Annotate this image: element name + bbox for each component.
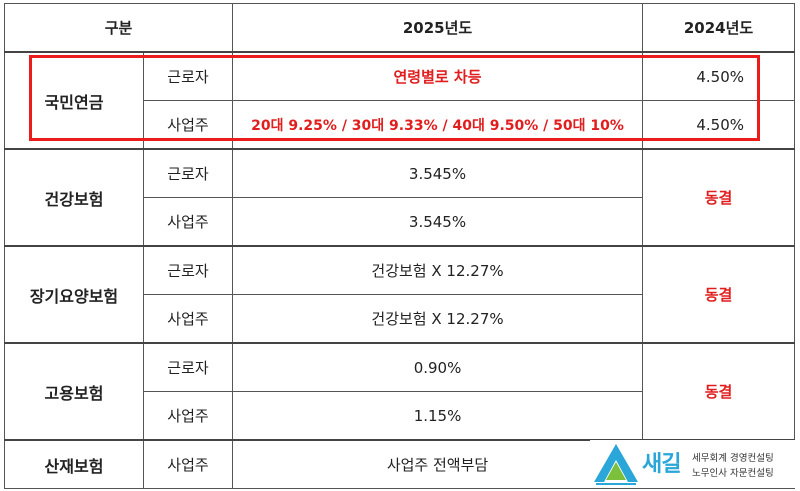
rate-2025-cell: 20대 9.25% / 30대 9.33% / 40대 9.50% / 50대 … [232,100,644,150]
role-label: 근로자 [142,342,234,392]
rate-2024-cell: 4.50% [642,51,796,101]
role-label: 근로자 [142,51,234,101]
table-row: 장기요양보험 근로자 건강보험 X 12.27% 동결 [4,245,796,344]
rate-2025-cell: 3.545% [232,148,644,198]
role-label: 사업주 [142,294,234,344]
rate-2025-cell: 사업주 전액부담 [232,439,644,489]
group-long-term-care: 장기요양보험 [4,245,144,344]
header-category: 구분 [3,3,234,53]
table-row: 사업주 20대 9.25% / 30대 9.33% / 40대 9.50% / … [5,100,796,150]
rate-2025-cell: 0.90% [232,342,644,392]
table-row: 건강보험 근로자 3.545% 동결 [4,148,796,247]
insurance-rate-table: 구분 2025년도 2024년도 국민연금 근로자 연령별로 차등 4.50% … [3,3,796,489]
header-2025: 2025년도 [232,3,644,53]
table-row: 고용보험 근로자 0.90% 동결 [4,342,796,441]
role-label: 사업주 [142,197,234,247]
status-frozen: 동결 [642,148,796,247]
rate-2025-cell: 연령별로 차등 [232,51,644,101]
rate-2025-cell: 건강보험 X 12.27% [232,294,644,344]
rate-2025-cell: 3.545% [232,197,644,247]
rate-2025-cell: 1.15% [232,391,644,441]
role-label: 사업주 [142,100,234,150]
rate-2024-cell: 4.50% [642,100,796,150]
logo-tagline-2: 노무인사 자문컨설팅 [692,468,774,479]
header-2024: 2024년도 [642,3,796,53]
rate-2025-cell: 건강보험 X 12.27% [232,245,644,295]
group-national-pension: 국민연금 [4,51,144,150]
table-row: 국민연금 근로자 연령별로 차등 4.50% [4,51,796,150]
company-logo: 새길 세무회계 경영컨설팅 노무인사 자문컨설팅 [590,440,795,488]
table-header-row: 구분 2025년도 2024년도 [3,3,796,53]
logo-mark-icon [594,444,638,485]
role-label: 근로자 [142,245,234,295]
table-row: 사업주 3.545% [5,197,795,247]
role-label: 근로자 [142,148,234,198]
status-frozen: 동결 [642,342,796,441]
role-label: 사업주 [142,439,234,489]
status-frozen: 동결 [642,245,796,344]
logo-tagline-1: 세무회계 경영컨설팅 [692,453,774,464]
group-industrial-accident: 산재보험 [4,439,144,489]
role-label: 사업주 [142,391,234,441]
logo-name: 새길 [642,452,681,477]
table-row: 사업주 1.15% [5,391,795,441]
table-row: 사업주 건강보험 X 12.27% [5,294,795,344]
group-employment-insurance: 고용보험 [4,342,144,441]
group-health-insurance: 건강보험 [4,148,144,247]
